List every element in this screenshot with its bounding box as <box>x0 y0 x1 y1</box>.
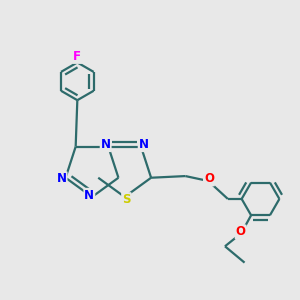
Text: O: O <box>236 225 246 239</box>
Text: N: N <box>101 138 111 151</box>
Text: F: F <box>73 50 81 63</box>
Text: N: N <box>84 189 94 202</box>
Text: O: O <box>204 172 214 185</box>
Text: N: N <box>57 172 67 185</box>
Text: N: N <box>139 138 149 151</box>
Text: S: S <box>122 193 130 206</box>
